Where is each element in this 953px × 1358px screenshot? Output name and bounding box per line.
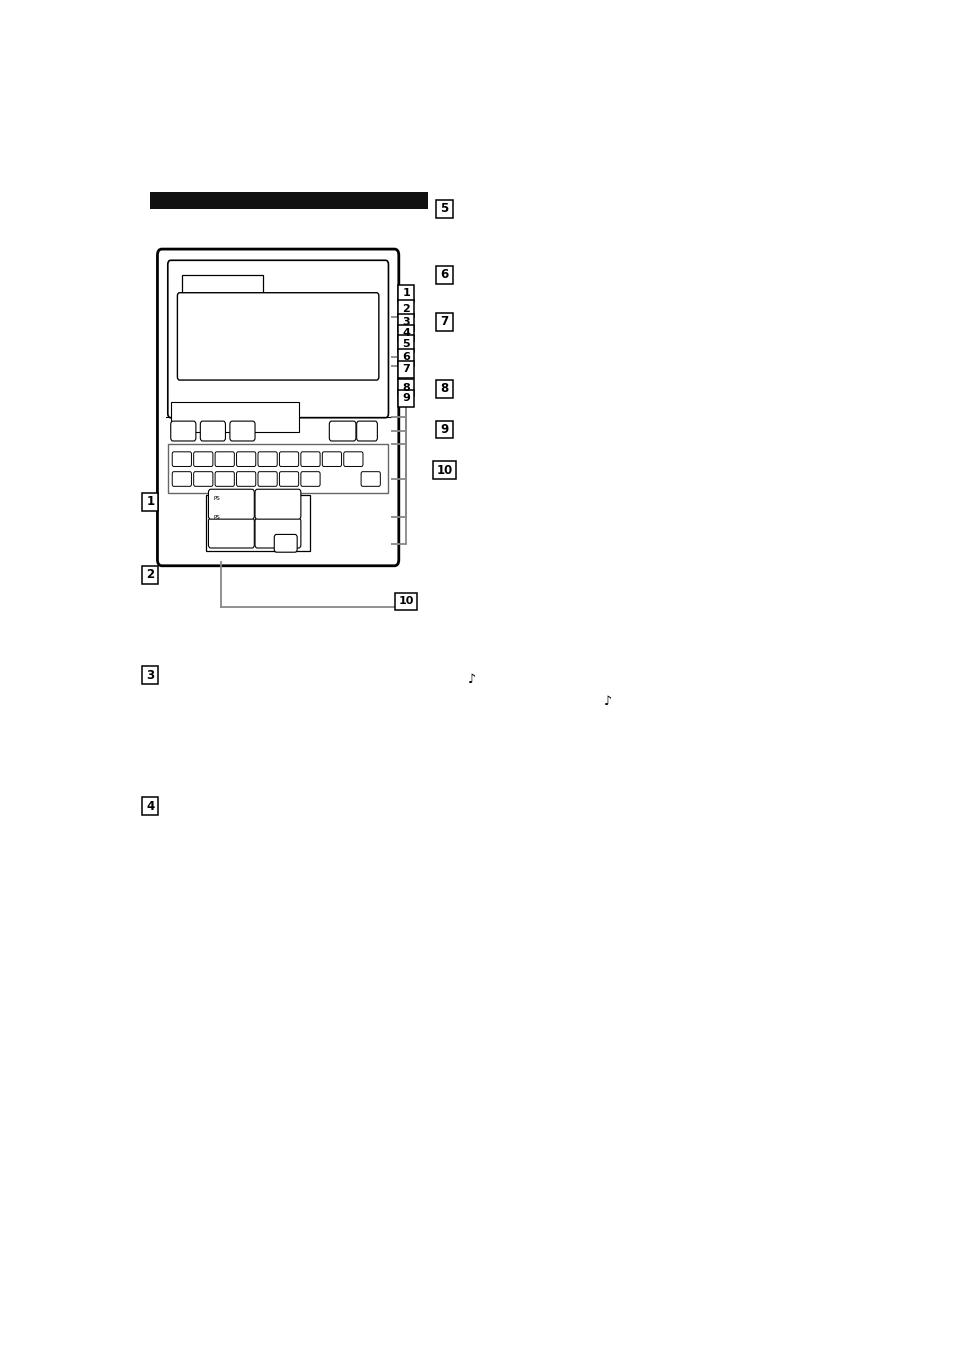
Text: 4: 4 <box>146 800 154 812</box>
Bar <box>397 314 414 330</box>
FancyBboxPatch shape <box>172 452 192 466</box>
Text: 6: 6 <box>402 352 410 363</box>
FancyBboxPatch shape <box>329 421 355 441</box>
Text: 3: 3 <box>402 318 410 327</box>
FancyBboxPatch shape <box>274 535 297 553</box>
FancyBboxPatch shape <box>214 452 234 466</box>
Bar <box>436 380 453 398</box>
FancyBboxPatch shape <box>193 452 213 466</box>
Text: 1: 1 <box>402 288 410 299</box>
Bar <box>436 266 453 284</box>
FancyBboxPatch shape <box>236 452 255 466</box>
Text: 5: 5 <box>440 202 448 216</box>
FancyBboxPatch shape <box>257 452 277 466</box>
Bar <box>206 494 310 551</box>
FancyBboxPatch shape <box>300 452 320 466</box>
FancyBboxPatch shape <box>300 471 320 486</box>
FancyBboxPatch shape <box>157 249 398 566</box>
Bar <box>436 312 453 331</box>
Text: ♪: ♪ <box>468 672 476 686</box>
Bar <box>171 402 298 432</box>
Bar <box>397 325 414 341</box>
Bar <box>436 200 453 217</box>
FancyBboxPatch shape <box>279 471 298 486</box>
FancyBboxPatch shape <box>214 471 234 486</box>
Bar <box>142 493 158 511</box>
Text: 5: 5 <box>402 338 410 349</box>
Bar <box>151 193 427 209</box>
Text: 6: 6 <box>440 269 448 281</box>
FancyBboxPatch shape <box>322 452 341 466</box>
Bar <box>433 462 456 479</box>
FancyBboxPatch shape <box>254 519 300 549</box>
Text: 4: 4 <box>402 327 410 338</box>
Bar <box>397 300 414 316</box>
Bar <box>397 335 414 352</box>
Text: 9: 9 <box>402 394 410 403</box>
Text: 9: 9 <box>440 424 448 436</box>
Bar <box>142 797 158 815</box>
FancyBboxPatch shape <box>193 471 213 486</box>
Text: 2: 2 <box>402 304 410 314</box>
Text: 1: 1 <box>146 496 154 508</box>
FancyBboxPatch shape <box>230 421 254 441</box>
Bar <box>168 444 388 493</box>
Bar <box>397 379 414 397</box>
FancyBboxPatch shape <box>171 421 195 441</box>
Text: 7: 7 <box>440 315 448 329</box>
Bar <box>182 274 263 293</box>
FancyBboxPatch shape <box>343 452 362 466</box>
Text: PS: PS <box>213 496 220 501</box>
FancyBboxPatch shape <box>209 519 254 549</box>
FancyBboxPatch shape <box>209 489 254 519</box>
Text: 2: 2 <box>146 569 154 581</box>
FancyBboxPatch shape <box>279 452 298 466</box>
Bar <box>142 566 158 584</box>
Bar <box>397 349 414 365</box>
FancyBboxPatch shape <box>254 489 300 519</box>
FancyBboxPatch shape <box>356 421 377 441</box>
Text: 3: 3 <box>146 669 154 682</box>
Text: 7: 7 <box>402 364 410 375</box>
Bar <box>395 593 416 610</box>
Text: PS: PS <box>213 515 220 520</box>
FancyBboxPatch shape <box>257 471 277 486</box>
Bar <box>397 361 414 378</box>
Bar <box>142 667 158 684</box>
FancyBboxPatch shape <box>177 293 378 380</box>
FancyBboxPatch shape <box>168 261 388 418</box>
Bar <box>397 285 414 301</box>
FancyBboxPatch shape <box>361 471 380 486</box>
Text: 10: 10 <box>398 596 414 606</box>
Text: 8: 8 <box>440 383 448 395</box>
Text: ♪: ♪ <box>603 694 611 708</box>
FancyBboxPatch shape <box>236 471 255 486</box>
FancyBboxPatch shape <box>200 421 225 441</box>
Bar <box>436 421 453 439</box>
Text: 8: 8 <box>402 383 410 392</box>
FancyBboxPatch shape <box>172 471 192 486</box>
Text: 10: 10 <box>436 464 453 477</box>
Bar <box>397 390 414 406</box>
